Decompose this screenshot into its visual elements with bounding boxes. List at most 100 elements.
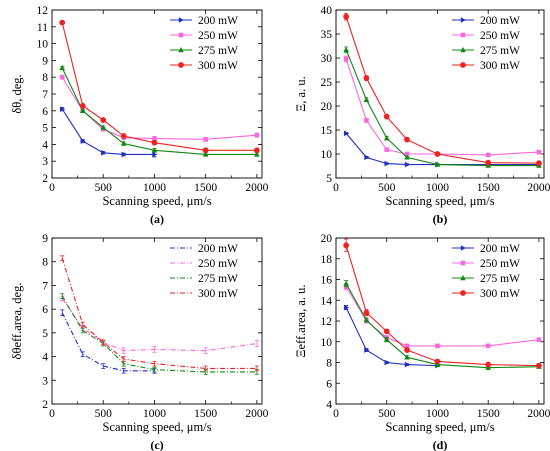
series-200-mw	[343, 130, 542, 168]
legend-label: 300 mW	[480, 60, 520, 72]
legend-label: 200 mW	[480, 15, 520, 27]
series-275-mw	[60, 293, 259, 375]
x-tick-label: 0	[49, 408, 55, 420]
data-point-1	[79, 102, 86, 109]
data-point-6	[536, 362, 542, 369]
y-tick-label: 20	[321, 101, 333, 113]
x-tick-label: 1500	[194, 408, 217, 420]
y-tick-label: 2	[42, 173, 48, 185]
data-point-4	[434, 161, 441, 167]
data-point-1	[364, 154, 370, 161]
y-axis-title: δθ, deg.	[10, 74, 24, 113]
y-tick-label: 4	[42, 139, 48, 151]
legend: 200 mW 250 mW 275 mW 300 mW	[170, 15, 238, 72]
x-tick-label: 1500	[194, 182, 217, 194]
y-tick-label: 8	[42, 257, 48, 269]
y-tick-label: 5	[326, 173, 332, 185]
x-axis-title: Scanning speed, μm/s	[385, 194, 494, 208]
data-point-0	[343, 242, 350, 249]
data-point-2	[101, 150, 107, 156]
legend-label: 200 mW	[198, 243, 238, 255]
y-axis-title: Ξ, a. u.	[294, 76, 308, 111]
data-point-2	[460, 47, 466, 53]
x-tick-label: 2000	[245, 408, 268, 420]
data-point-3	[121, 151, 127, 158]
x-axis-title: Scanning speed, μm/s	[102, 194, 211, 208]
data-point-0	[343, 130, 350, 137]
x-tick-label: 0	[333, 408, 339, 420]
y-tick-label: 7	[42, 280, 48, 292]
data-point-1	[363, 309, 370, 316]
series-300-mw	[60, 255, 259, 372]
series-200-mw	[60, 106, 158, 158]
data-point-6	[536, 149, 542, 155]
data-point-3	[404, 343, 410, 349]
y-tick-label: 12	[37, 5, 49, 17]
y-tick-label: 9	[42, 55, 48, 67]
y-tick-label: 35	[321, 29, 333, 41]
y-tick-label: 5	[42, 328, 48, 340]
x-tick-label: 500	[378, 182, 396, 194]
x-tick-label: 1000	[143, 408, 166, 420]
y-tick-label: 25	[321, 77, 333, 89]
x-tick-label: 1000	[426, 182, 449, 194]
legend: 200 mW 250 mW 275 mW 300 mW	[452, 243, 520, 300]
data-point-0	[59, 74, 65, 80]
y-tick-label: 6	[326, 378, 332, 390]
data-point-6	[536, 160, 542, 167]
data-point-5	[202, 151, 209, 157]
y-tick-label: 14	[321, 295, 333, 307]
data-point-0	[343, 56, 349, 62]
x-axis-title: Scanning speed, μm/s	[102, 420, 211, 434]
data-point-0	[343, 304, 350, 311]
x-tick-label: 2000	[527, 182, 550, 194]
y-tick-label: 3	[42, 156, 48, 168]
legend-label: 275 mW	[198, 273, 238, 285]
data-point-1	[364, 118, 369, 123]
panel-label: (c)	[150, 438, 163, 451]
y-tick-label: 40	[321, 5, 333, 17]
x-tick-label: 1000	[143, 182, 166, 194]
series-250-mw	[60, 295, 259, 354]
data-point-4	[152, 151, 158, 158]
data-point-3	[404, 347, 410, 353]
data-point-2	[384, 147, 390, 152]
data-point-5	[485, 159, 492, 166]
panel-label: (d)	[433, 438, 448, 451]
panel-label: (b)	[433, 212, 448, 226]
data-point-2	[178, 47, 184, 53]
x-tick-label: 1000	[426, 408, 449, 420]
data-point-0	[59, 19, 66, 26]
legend-label: 250 mW	[480, 30, 520, 42]
data-point-2	[100, 124, 107, 130]
y-tick-label: 7	[42, 89, 48, 101]
series-line	[345, 58, 539, 156]
data-point-3	[460, 290, 466, 296]
chart-panel-c: 0 500 1000 1500 2000 2 3 4 5 6 7 8 9 Scanning speed, …	[10, 233, 269, 451]
data-point-6	[254, 132, 260, 138]
series-250-mw	[59, 74, 260, 142]
data-point-0	[343, 280, 349, 286]
y-tick-label: 10	[321, 337, 333, 349]
data-point-3	[404, 136, 410, 143]
x-tick-label: 500	[95, 408, 113, 420]
data-point-3	[404, 354, 410, 360]
data-point-1	[363, 316, 370, 323]
data-point-0	[343, 46, 349, 53]
chart-panel-d: 0 500 1000 1500 2000 4 6 8 10 12 14 16 18 20 Scanning …	[294, 233, 550, 451]
data-point-5	[485, 361, 492, 368]
data-point-3	[120, 140, 127, 146]
data-point-0	[460, 245, 466, 251]
data-point-1	[178, 32, 184, 38]
legend: 200 mW 250 mW 275 mW 300 mW	[452, 15, 520, 72]
legend: 200 mW 250 mW 275 mW 300 mW	[170, 243, 238, 300]
data-point-5	[485, 343, 491, 349]
legend-label: 200 mW	[480, 243, 520, 255]
chart-panel-a: 0 500 1000 1500 2000 2 3 4 5 6 7 8 9 10 11 12 Scanning s…	[10, 5, 269, 226]
y-tick-label: 6	[42, 304, 48, 316]
series-line	[61, 295, 257, 373]
legend-label: 275 mW	[480, 273, 520, 285]
y-tick-label: 18	[321, 254, 333, 266]
data-point-6	[254, 151, 260, 157]
data-point-4	[151, 147, 158, 153]
